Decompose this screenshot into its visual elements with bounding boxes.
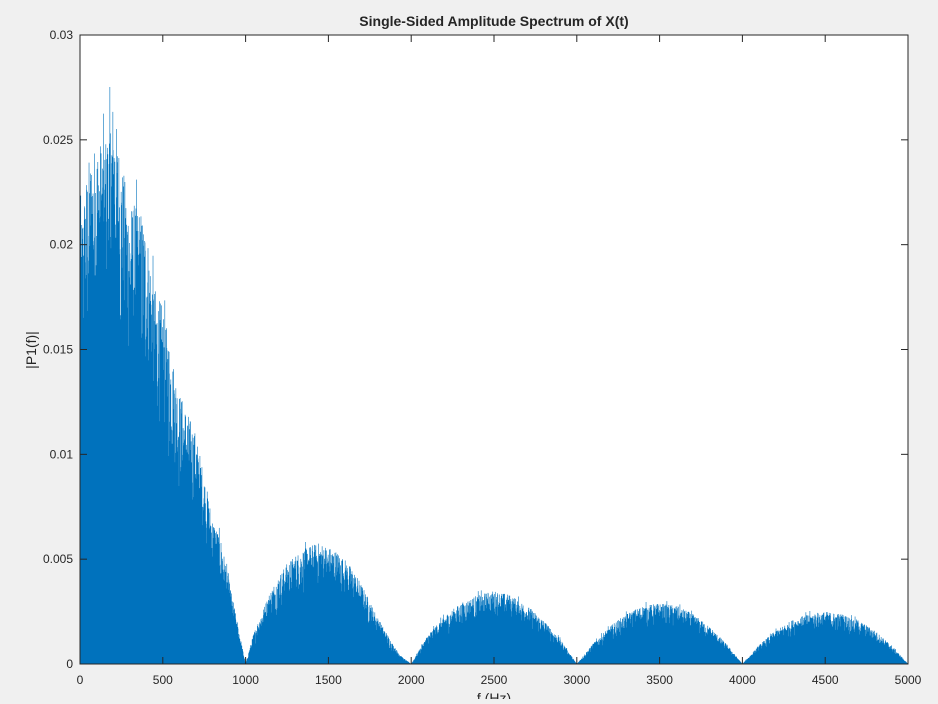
x-tick-label: 0 xyxy=(77,673,84,687)
x-axis-ticks: 0 500 1000 1500 2000 2500 3000 3500 4000 4500 5000 xyxy=(77,35,922,687)
x-tick-label: 4500 xyxy=(812,673,839,687)
y-tick-label: 0.025 xyxy=(43,133,73,147)
x-tick-label: 4000 xyxy=(729,673,756,687)
chart-title: Single-Sided Amplitude Spectrum of X(t) xyxy=(359,13,628,29)
y-tick-label: 0.01 xyxy=(50,447,74,461)
y-tick-label: 0.005 xyxy=(43,552,73,566)
x-tick-label: 5000 xyxy=(895,673,922,687)
x-tick-label: 1500 xyxy=(315,673,342,687)
y-axis-ticks: 0 0.005 0.01 0.015 0.02 0.025 0.03 xyxy=(43,28,908,671)
x-tick-label: 3500 xyxy=(646,673,673,687)
y-tick-label: 0.02 xyxy=(50,238,74,252)
y-tick-label: 0.03 xyxy=(50,28,74,42)
y-tick-label: 0 xyxy=(66,657,73,671)
x-tick-label: 1000 xyxy=(232,673,259,687)
x-tick-label: 3000 xyxy=(563,673,590,687)
y-axis-label: |P1(f)| xyxy=(23,331,39,369)
x-tick-label: 2000 xyxy=(398,673,425,687)
x-axis-label: f (Hz) xyxy=(477,690,511,699)
x-tick-label: 2500 xyxy=(481,673,508,687)
y-tick-label: 0.015 xyxy=(43,343,73,357)
x-tick-label: 500 xyxy=(153,673,173,687)
